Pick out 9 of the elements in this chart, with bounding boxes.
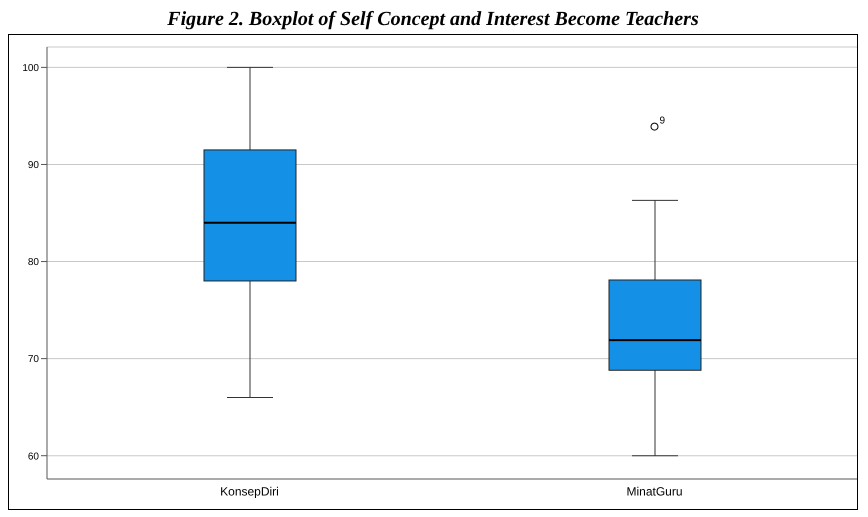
y-tick-label: 90 — [28, 160, 40, 172]
chart-title: Figure 2. Boxplot of Self Concept and Interest Become Teachers — [166, 8, 700, 32]
y-tick-label: 70 — [28, 354, 40, 366]
y-tick-label: 60 — [28, 451, 40, 462]
x-tick-label: MinatGuru — [626, 484, 683, 499]
x-tick-label: KonsepDiri — [220, 484, 279, 499]
y-tick-label: 80 — [28, 257, 40, 268]
annotation: 9 — [660, 116, 666, 127]
y-tick-label: 100 — [22, 62, 40, 74]
